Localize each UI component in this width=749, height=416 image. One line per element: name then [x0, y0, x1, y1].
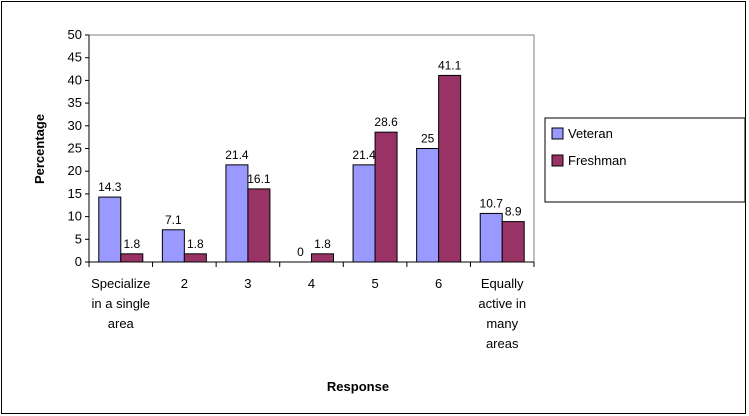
value-label-veteran-1: 7.1	[165, 213, 182, 227]
y-tick-label: 15	[68, 186, 82, 201]
x-tick-label: 2	[181, 276, 188, 291]
bar-veteran-2	[225, 164, 249, 263]
y-tick-label: 50	[68, 27, 82, 42]
bar-freshman-0	[120, 253, 144, 263]
bar-veteran-5	[416, 148, 440, 263]
x-tick-label: 6	[435, 276, 442, 291]
bar-freshman-6	[501, 221, 525, 263]
plot-area	[88, 34, 535, 263]
value-label-veteran-5: 25	[421, 132, 435, 146]
bar-freshman-3	[311, 253, 334, 263]
x-tick-label: Equally active in many areas	[478, 276, 526, 351]
x-tick-label: Specialize in a single area	[91, 276, 150, 331]
value-label-freshman-5: 41.1	[438, 58, 462, 72]
value-label-veteran-0: 14.3	[98, 180, 122, 194]
legend-swatch-veteran	[551, 127, 564, 140]
legend-label-veteran: Veteran	[568, 126, 613, 141]
legend: Veteran Freshman	[544, 117, 746, 203]
y-tick-label: 0	[75, 254, 82, 269]
value-label-freshman-0: 1.8	[123, 237, 140, 251]
legend-swatch-freshman	[551, 154, 564, 167]
value-label-freshman-4: 28.6	[374, 115, 398, 129]
y-axis-title: Percentage	[32, 114, 47, 184]
bar-freshman-2	[247, 188, 271, 263]
value-label-veteran-6: 10.7	[480, 196, 504, 210]
bar-freshman-4	[374, 131, 398, 263]
data-labels-group: 14.3 7.1 21.4 0 21.4 25 10.7 1.8 1.8 16.1 1.8 28.6 4…	[98, 58, 522, 259]
bars-group	[98, 74, 525, 263]
y-tick-label: 35	[68, 95, 82, 110]
y-tick-label: 25	[68, 141, 82, 156]
bar-veteran-1	[161, 229, 185, 263]
bar-veteran-4	[352, 164, 376, 263]
y-tick-label: 5	[75, 231, 82, 246]
x-axis-title: Response	[327, 379, 389, 394]
y-tick-label: 10	[68, 209, 82, 224]
bar-veteran-6	[479, 212, 503, 263]
y-tick-label: 20	[68, 163, 82, 178]
x-tick-label: 4	[308, 276, 315, 291]
x-tick-label: 5	[371, 276, 378, 291]
plot-border	[88, 34, 535, 263]
value-label-veteran-3: 0	[297, 245, 304, 259]
bar-freshman-5	[438, 74, 462, 263]
value-label-freshman-6: 8.9	[505, 205, 522, 219]
value-label-freshman-2: 16.1	[247, 172, 271, 186]
value-label-veteran-2: 21.4	[225, 148, 249, 162]
y-tick-label: 45	[68, 50, 82, 65]
y-tick-label: 30	[68, 118, 82, 133]
legend-label-freshman: Freshman	[568, 153, 627, 168]
legend-box	[544, 117, 746, 203]
value-label-freshman-3: 1.8	[314, 237, 331, 251]
bar-veteran-0	[98, 196, 122, 263]
x-tick-label: 3	[244, 276, 251, 291]
y-tick-label: 40	[68, 72, 82, 87]
bar-freshman-1	[183, 253, 207, 263]
value-label-veteran-4: 21.4	[352, 148, 376, 162]
value-label-freshman-1: 1.8	[187, 237, 204, 251]
